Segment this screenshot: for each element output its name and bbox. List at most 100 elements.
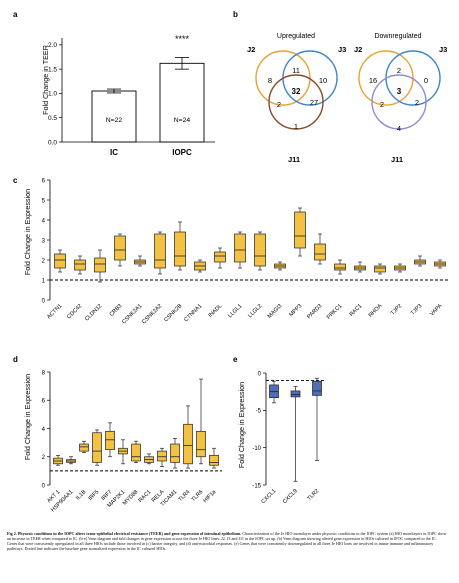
y-tick-label: 1 [42,278,46,284]
box [312,380,322,396]
x-category-label: RAC1 [138,489,153,504]
y-tick-label: 4 [42,218,46,224]
venn-down-label-j11: J11 [391,155,403,164]
x-category-label: VAPA [429,303,443,317]
box [290,390,301,398]
y-tick-label: 8 [42,370,46,376]
y-tick-label: 0 [42,483,46,489]
significance-stars: **** [175,34,190,44]
x-category-label: CSNK2A1 [121,303,143,325]
x-category-label: CXCL9 [282,488,299,505]
y-tick-label: -10 [252,446,261,452]
panel-letter-b: b [233,10,238,19]
x-category-label: LLGL1 [227,303,243,319]
y-tick-label: 0.0 [48,139,57,146]
box [154,233,166,269]
box [196,430,206,458]
venn-up-count: 1 [294,122,298,131]
box [105,430,115,451]
y-tick-label: 1.5 [48,66,57,73]
venn-up-count: 2 [277,100,281,109]
bar-category-label: IOPC [172,148,192,157]
venn-up-label-j3: J3 [338,45,346,54]
caption-body: Characterization of the Je HIO monolayer… [7,531,447,552]
venn-down-count: 2 [397,66,401,75]
venn-up-count: 32 [292,87,301,96]
y-tick-label: 0 [258,371,262,377]
venn-down-label-j3: J3 [439,45,447,54]
venn-diagrams: Upregulated Downregulated J2 J3 J11 8 11… [247,33,447,164]
y-tick-label: 4 [42,427,46,433]
x-category-label: CSNK2B [163,303,183,323]
panel-e-ylabel: Fold Change in Expression [237,382,246,468]
y-tick-label: 0 [42,298,46,304]
x-category-label: HIF1a [202,489,218,505]
box [183,423,193,465]
box [79,443,89,452]
box [170,443,180,463]
venn-down-count: 0 [424,76,428,85]
venn-down-title: Downregulated [374,33,421,40]
y-tick-label: 2 [42,455,46,461]
x-category-label: MPP3 [288,303,303,318]
downregulated-genes-box-chart: Fold Change in Expression 0 -5 -10 -15CXCL1… [237,371,325,505]
x-category-label: MAGI3 [267,303,284,320]
venn-down-count: 4 [397,124,401,133]
panel-c-ylabel: Fold Change in Expression [23,189,32,275]
box [114,235,126,261]
box [131,443,141,462]
y-tick-label: -15 [252,483,261,489]
venn-up-label-j2: J2 [247,45,255,54]
x-category-label: ACTN1 [46,303,63,320]
panel-a-ylabel: Fold Change in TEER [41,45,50,115]
box [209,454,219,466]
y-tick-label: 0.5 [48,115,57,122]
figure-caption: Fig 2. Physoxic conditions in the IOPC a… [7,531,447,552]
x-category-label: TLR2 [306,488,320,502]
x-category-label: LLGL2 [247,303,263,319]
venn-up-count: 11 [292,66,300,75]
y-tick-label: 2.0 [48,42,57,49]
venn-down-count: 3 [397,87,402,96]
box [334,263,346,271]
venn-up-j2-circle [255,50,311,106]
box [214,251,226,263]
x-category-label: CLDN12 [84,303,103,322]
box [254,233,266,267]
x-category-label: IL1B [75,489,88,502]
barrier-genes-box-chart: Fold Change in Expression 0 1 2 3 4 5 6 ACTN1 CD… [23,178,450,325]
panel-letter-e: e [233,355,238,364]
x-category-label: CTNNA1 [183,303,203,323]
caption-title: Fig 2. Physoxic conditions in the IOPC a… [7,531,242,536]
y-tick-label: -5 [256,409,262,415]
panel-letter-c: c [13,176,18,185]
panel-d-ylabel: Fold Change in Expression [23,374,32,460]
bar-n-label: N=24 [174,117,191,124]
box [374,265,386,273]
y-tick-label: 1.0 [48,91,57,98]
venn-up-j11-circle [268,74,324,130]
y-tick-label: 6 [42,178,46,184]
box [234,233,246,263]
venn-up-count: 8 [268,76,272,85]
bar-category-label: IC [110,148,118,157]
box [92,432,102,463]
x-category-label: TJP2 [390,303,403,316]
x-category-label: CDC42 [66,303,83,320]
x-category-label: TJP3 [410,303,423,316]
box [157,450,167,462]
venn-up-count: 10 [319,76,327,85]
teer-bar-chart: Fold Change in TEER **** 0.0 0.5 1.0 1.5 2.0… [41,34,215,157]
venn-down-label-j2: J2 [354,45,362,54]
venn-down-j11-circle [371,74,427,130]
y-tick-label: 3 [42,238,46,244]
x-category-label: RAC1 [349,303,364,318]
y-tick-label: 5 [42,198,46,204]
venn-up-title: Upregulated [277,33,315,40]
x-category-label: RHOA [368,303,384,319]
y-tick-label: 6 [42,399,46,405]
x-category-label: CXCL1 [260,488,277,505]
venn-down-count: 2 [415,98,419,107]
box [74,259,86,271]
x-category-label: CRB3 [109,303,124,318]
